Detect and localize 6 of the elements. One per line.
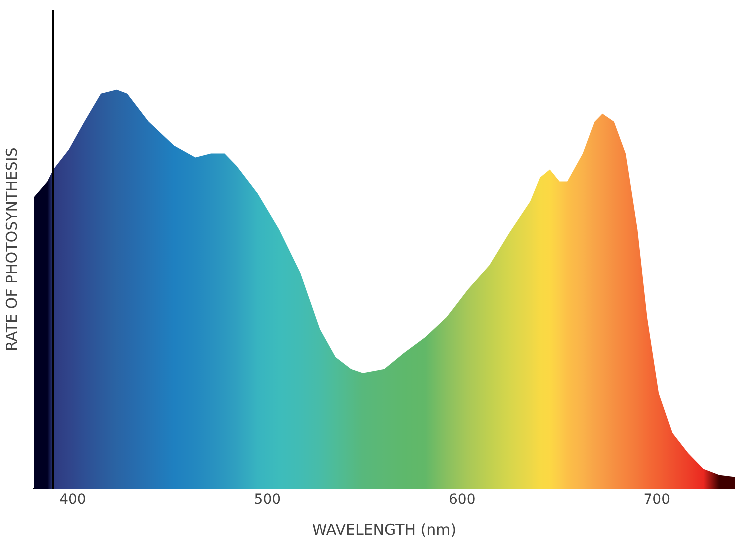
- x-tick-label: 500: [254, 492, 282, 508]
- x-tick-label: 700: [644, 492, 670, 508]
- x-tick-label: 600: [449, 492, 476, 508]
- x-tick-label: 400: [60, 492, 86, 508]
- x-axis-title: WAVELENGTH (nm): [312, 520, 457, 539]
- y-axis-title: RATE OF PHOTOSYNTHESIS: [2, 148, 21, 352]
